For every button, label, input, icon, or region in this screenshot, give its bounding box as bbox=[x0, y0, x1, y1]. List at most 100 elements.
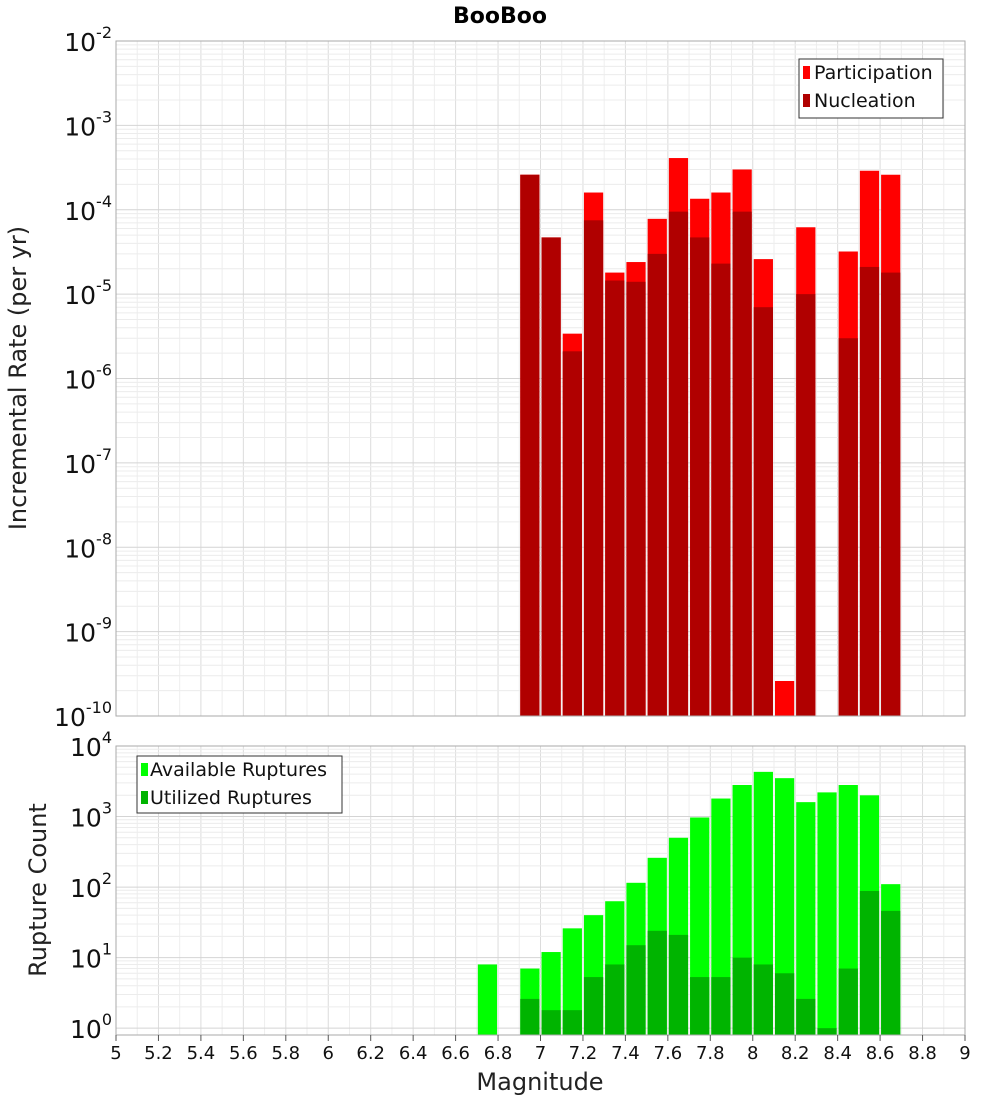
rate-y-tick--3: 10-3 bbox=[64, 107, 112, 141]
count-legend-label-1: Utilized Ruptures bbox=[150, 787, 312, 809]
rate-bar-1-6 bbox=[647, 253, 667, 716]
count-bar-1-14 bbox=[796, 998, 816, 1035]
rate-y-ticks: 10-10 10-9 10-8 10-7 10-6 10-5 10-4 10-3 10-2 bbox=[54, 23, 112, 732]
x-tick-label-9: 6.8 bbox=[484, 1043, 513, 1064]
count-bar-1-3 bbox=[562, 1010, 582, 1035]
x-tick-label-16: 8.2 bbox=[781, 1043, 810, 1064]
count-legend-label-0: Available Ruptures bbox=[150, 759, 327, 781]
rate-y-tick--6: 10-6 bbox=[64, 361, 112, 395]
rate-legend-swatch-1 bbox=[803, 94, 810, 107]
rate-bar-1-0 bbox=[520, 174, 540, 716]
count-bar-1-16 bbox=[838, 968, 858, 1035]
rate-legend: Participation Nucleation bbox=[798, 58, 944, 119]
count-bar-1-5 bbox=[605, 964, 625, 1035]
rate-series-1 bbox=[520, 174, 901, 717]
count-bar-1-2 bbox=[541, 1010, 561, 1035]
count-y-ticks: 100 101 102 103 104 bbox=[70, 728, 112, 1044]
rate-bar-1-13 bbox=[796, 294, 816, 716]
count-y-tick-3: 103 bbox=[70, 799, 112, 833]
count-bar-1-13 bbox=[774, 973, 795, 1035]
x-tick-label-10: 7 bbox=[535, 1043, 546, 1064]
count-bar-1-11 bbox=[732, 957, 752, 1035]
rate-bar-1-1 bbox=[541, 237, 561, 716]
rate-legend-label-0: Participation bbox=[814, 62, 933, 84]
rate-y-tick--4: 10-4 bbox=[64, 192, 112, 226]
rate-y-tick--7: 10-7 bbox=[64, 445, 112, 479]
x-tick-label-0: 5 bbox=[110, 1043, 121, 1064]
count-bar-1-8 bbox=[668, 934, 689, 1035]
x-tick-label-18: 8.6 bbox=[866, 1043, 895, 1064]
count-y-tick-2: 102 bbox=[70, 869, 112, 903]
rate-y-tick--8: 10-8 bbox=[64, 529, 112, 563]
count-bar-1-7 bbox=[647, 930, 667, 1035]
x-tick-label-4: 5.8 bbox=[271, 1043, 300, 1064]
rate-bar-0-12 bbox=[774, 680, 795, 716]
count-bar-1-15 bbox=[817, 1028, 837, 1035]
count-bar-0-14 bbox=[796, 802, 816, 1035]
count-bars bbox=[477, 771, 901, 1035]
rate-legend-swatch-0 bbox=[803, 66, 810, 79]
rate-bar-1-8 bbox=[690, 237, 710, 716]
x-tick-label-19: 8.8 bbox=[908, 1043, 937, 1064]
x-tick-label-3: 5.6 bbox=[229, 1043, 258, 1064]
rate-bar-1-7 bbox=[668, 211, 689, 716]
x-tick-label-5: 6 bbox=[323, 1043, 334, 1064]
count-bar-1-18 bbox=[881, 910, 901, 1035]
count-bar-0-10 bbox=[711, 798, 731, 1035]
count-series-1 bbox=[520, 890, 901, 1035]
count-bar-1-10 bbox=[711, 977, 731, 1035]
rate-bar-1-11 bbox=[753, 307, 773, 716]
x-tick-label-6: 6.2 bbox=[356, 1043, 385, 1064]
rate-bar-1-4 bbox=[605, 280, 625, 716]
count-y-tick-4: 104 bbox=[70, 728, 112, 762]
x-ticks: 5 5.2 5.4 5.6 5.8 6 6.2 6.4 6.6 6.8 7 7.2 7.4 7.6 7.8 8… bbox=[110, 1035, 971, 1064]
count-bar-1-9 bbox=[690, 977, 710, 1035]
count-bar-1-17 bbox=[859, 890, 880, 1035]
x-tick-label-14: 7.8 bbox=[696, 1043, 725, 1064]
rate-bar-1-10 bbox=[732, 211, 752, 716]
x-tick-label-12: 7.4 bbox=[611, 1043, 640, 1064]
top-y-axis-label: Incremental Rate (per yr) bbox=[4, 226, 32, 530]
x-tick-label-1: 5.2 bbox=[144, 1043, 173, 1064]
rate-panel: 10-10 10-9 10-8 10-7 10-6 10-5 10-4 10-3 10-2 Par… bbox=[54, 23, 966, 732]
rate-bar-1-9 bbox=[711, 263, 731, 716]
rate-bar-1-2 bbox=[562, 351, 582, 716]
rate-legend-label-1: Nucleation bbox=[814, 90, 916, 112]
rate-bar-1-5 bbox=[626, 281, 646, 716]
x-axis-label: Magnitude bbox=[476, 1068, 603, 1096]
count-bar-1-12 bbox=[753, 964, 773, 1035]
x-tick-label-11: 7.2 bbox=[569, 1043, 598, 1064]
count-bar-0-15 bbox=[817, 792, 837, 1035]
x-tick-label-2: 5.4 bbox=[187, 1043, 216, 1064]
rate-y-tick--10: 10-10 bbox=[54, 698, 112, 732]
rate-bar-1-17 bbox=[881, 272, 901, 716]
bottom-y-axis-label: Rupture Count bbox=[24, 803, 52, 977]
x-tick-label-15: 8 bbox=[747, 1043, 758, 1064]
x-tick-label-13: 7.6 bbox=[654, 1043, 683, 1064]
x-tick-label-20: 9 bbox=[959, 1043, 970, 1064]
count-legend-swatch-1 bbox=[141, 791, 148, 804]
rate-bar-1-16 bbox=[859, 266, 880, 716]
rate-bars bbox=[520, 158, 901, 717]
count-bar-0-0 bbox=[477, 964, 498, 1035]
count-legend-swatch-0 bbox=[141, 763, 148, 776]
count-y-tick-1: 101 bbox=[70, 940, 112, 974]
rate-frame bbox=[115, 40, 966, 717]
rupture-count-panel: 100 101 102 103 104 Available Ruptures Utilize… bbox=[70, 728, 971, 1064]
rate-y-tick--2: 10-2 bbox=[64, 23, 112, 57]
rate-y-tick--5: 10-5 bbox=[64, 276, 112, 310]
count-bar-1-6 bbox=[626, 945, 646, 1035]
count-bar-0-13 bbox=[774, 778, 795, 1035]
x-tick-label-8: 6.6 bbox=[441, 1043, 470, 1064]
rate-bar-1-3 bbox=[583, 220, 604, 717]
rate-y-tick--9: 10-9 bbox=[64, 614, 112, 648]
count-y-tick-0: 100 bbox=[70, 1010, 112, 1044]
x-tick-label-17: 8.4 bbox=[823, 1043, 852, 1064]
rate-bar-1-15 bbox=[838, 338, 858, 716]
count-bar-0-3 bbox=[562, 928, 582, 1035]
count-bar-1-1 bbox=[520, 998, 540, 1035]
count-legend: Available Ruptures Utilized Ruptures bbox=[136, 755, 343, 814]
count-bar-1-4 bbox=[583, 977, 604, 1035]
chart-title: BooBoo bbox=[453, 4, 547, 29]
